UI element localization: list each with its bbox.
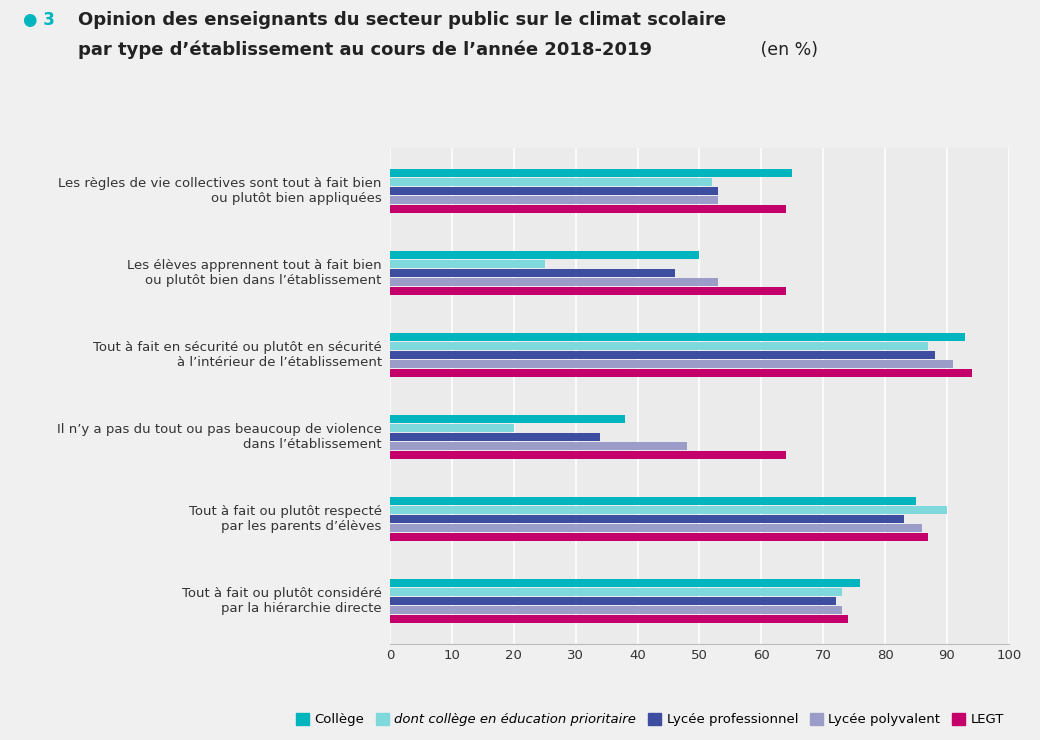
Bar	[390, 169, 792, 177]
Text: (en %): (en %)	[755, 41, 818, 58]
Bar	[390, 333, 965, 341]
Bar	[390, 433, 600, 441]
Bar	[390, 205, 786, 212]
Bar	[390, 278, 718, 286]
Legend: Collège, dont collège en éducation prioritaire, Lycée professionnel, Lycée polyv: Collège, dont collège en éducation prior…	[290, 707, 1010, 731]
Bar	[390, 369, 971, 377]
Bar	[390, 442, 687, 450]
Bar	[390, 360, 953, 368]
Text: par type d’établissement au cours de l’année 2018-2019: par type d’établissement au cours de l’a…	[78, 41, 652, 59]
Text: ● 3: ● 3	[23, 11, 55, 29]
Text: Opinion des enseignants du secteur public sur le climat scolaire: Opinion des enseignants du secteur publi…	[78, 11, 726, 29]
Bar	[390, 178, 711, 186]
Bar	[390, 606, 841, 614]
Bar	[390, 424, 514, 432]
Bar	[390, 451, 786, 459]
Bar	[390, 615, 848, 623]
Bar	[390, 597, 835, 605]
Bar	[390, 351, 935, 359]
Bar	[390, 342, 929, 350]
Bar	[390, 515, 904, 523]
Bar	[390, 415, 625, 423]
Bar	[390, 260, 545, 268]
Bar	[390, 251, 699, 259]
Bar	[390, 287, 786, 295]
Bar	[390, 506, 946, 514]
Bar	[390, 533, 929, 541]
Bar	[390, 579, 860, 587]
Bar	[390, 195, 718, 204]
Bar	[390, 588, 841, 596]
Bar	[390, 186, 718, 195]
Bar	[390, 497, 916, 505]
Bar	[390, 524, 922, 532]
Bar	[390, 269, 675, 277]
